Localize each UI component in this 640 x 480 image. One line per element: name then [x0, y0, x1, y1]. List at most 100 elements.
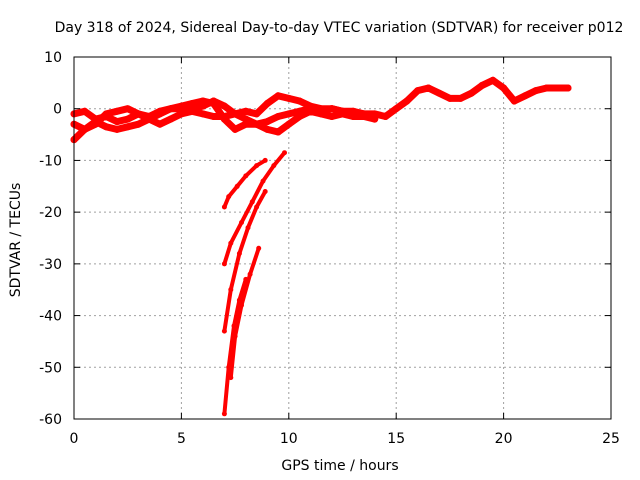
point-steep-1-5	[262, 157, 268, 163]
y-tick-label-3: -20	[39, 205, 62, 221]
point-track-a-33	[424, 84, 432, 92]
point-track-c-25	[339, 107, 346, 115]
point-track-a-37	[467, 89, 475, 97]
data-series	[70, 76, 572, 417]
point-steep-1-1	[226, 194, 232, 200]
point-track-c-4	[113, 107, 121, 115]
point-track-a-5	[124, 115, 132, 123]
point-steep-5-2	[239, 302, 244, 308]
point-track-c-16	[242, 107, 250, 115]
point-track-a-45	[553, 84, 561, 92]
point-track-a-1	[81, 107, 89, 115]
point-track-c-15	[231, 110, 239, 118]
y-tick-label-1: 0	[53, 102, 62, 118]
point-track-c-28	[371, 113, 379, 120]
series-steep-3	[222, 189, 268, 334]
point-steep-3-3	[245, 225, 251, 231]
point-track-b-16	[242, 115, 250, 123]
y-axis-label: SDTVAR / TECUs	[8, 183, 24, 298]
point-track-c-7	[145, 115, 153, 123]
point-track-a-43	[532, 87, 540, 95]
point-steep-1-4	[254, 163, 260, 169]
point-track-a-20	[285, 110, 293, 118]
point-track-c-19	[274, 92, 282, 100]
point-steep-2-1	[228, 240, 234, 246]
point-track-b-14	[220, 102, 228, 110]
point-track-c-2	[92, 120, 99, 128]
point-track-a-35	[446, 94, 454, 102]
x-tick-label-4: 20	[495, 431, 513, 447]
y-tick-label-0: 10	[44, 50, 62, 66]
y-tick-labels: 10 0 -10 -20 -30 -40 -50 -60	[39, 50, 62, 428]
x-tick-labels: 0 5 10 15 20 25	[70, 431, 620, 447]
point-track-c-24	[328, 105, 336, 113]
point-track-a-40	[500, 84, 508, 92]
point-track-a-44	[543, 84, 551, 92]
point-track-c-17	[253, 110, 261, 118]
y-tick-label-6: -50	[39, 360, 62, 376]
point-track-c-18	[263, 100, 271, 107]
point-steep-1-3	[243, 173, 249, 179]
point-track-a-38	[478, 81, 486, 89]
point-steep-4-0	[221, 411, 227, 417]
point-track-b-20	[285, 120, 293, 128]
point-track-c-26	[349, 110, 357, 118]
point-steep-1-2	[234, 183, 240, 189]
y-tick-label-5: -40	[39, 309, 62, 325]
point-steep-3-0	[221, 328, 227, 334]
point-track-c-9	[167, 115, 175, 123]
point-track-c-6	[134, 110, 142, 118]
point-track-b-19	[274, 128, 282, 136]
point-track-c-8	[156, 120, 164, 128]
point-steep-2-4	[260, 178, 266, 184]
point-steep-3-5	[262, 189, 268, 194]
point-track-a-42	[521, 92, 529, 100]
point-steep-2-3	[249, 199, 255, 205]
point-steep-5-0	[228, 375, 234, 381]
point-track-b-13	[210, 97, 218, 105]
point-track-a-18	[263, 118, 271, 126]
point-track-b-5	[124, 123, 132, 131]
point-track-c-22	[306, 102, 314, 110]
point-track-b-12	[199, 102, 207, 110]
x-tick-label-2: 10	[280, 431, 298, 447]
point-track-c-14	[220, 113, 228, 120]
point-track-c-12	[199, 110, 207, 118]
point-steep-2-2	[239, 220, 244, 225]
point-steep-2-0	[221, 261, 227, 267]
x-tick-label-5: 25	[602, 431, 620, 447]
point-steep-2-5	[271, 163, 277, 169]
y-tick-label-2: -10	[39, 153, 62, 169]
x-axis-label: GPS time / hours	[281, 458, 398, 474]
point-track-c-27	[360, 110, 368, 118]
point-steep-5-1	[232, 333, 238, 339]
point-track-c-10	[177, 110, 185, 118]
point-track-b-3	[102, 123, 110, 131]
point-track-a-15	[231, 125, 239, 133]
point-steep-3-2	[236, 251, 242, 256]
point-track-a-32	[414, 87, 422, 95]
point-track-a-39	[489, 76, 497, 84]
point-steep-5-3	[247, 271, 253, 277]
chart-title: Day 318 of 2024, Sidereal Day-to-day VTE…	[55, 20, 624, 36]
point-steep-3-4	[254, 204, 260, 210]
point-steep-3-1	[228, 287, 234, 293]
x-tick-label-1: 5	[177, 431, 186, 447]
point-track-b-21	[296, 113, 303, 120]
point-track-c-20	[285, 94, 293, 102]
point-track-a-29	[382, 113, 389, 120]
point-track-a-30	[392, 105, 400, 113]
point-track-b-24	[328, 113, 336, 120]
point-steep-5-4	[256, 245, 262, 251]
x-tick-label-3: 15	[387, 431, 405, 447]
y-tick-label-7: -60	[39, 412, 62, 428]
axis-ticks	[73, 56, 612, 420]
y-tick-label-4: -30	[39, 257, 62, 273]
point-steep-2-6	[282, 150, 287, 156]
point-track-c-13	[210, 113, 218, 120]
point-track-a-41	[510, 97, 518, 105]
point-track-a-36	[457, 94, 465, 102]
point-track-a-19	[274, 113, 282, 120]
point-track-a-31	[403, 97, 411, 105]
